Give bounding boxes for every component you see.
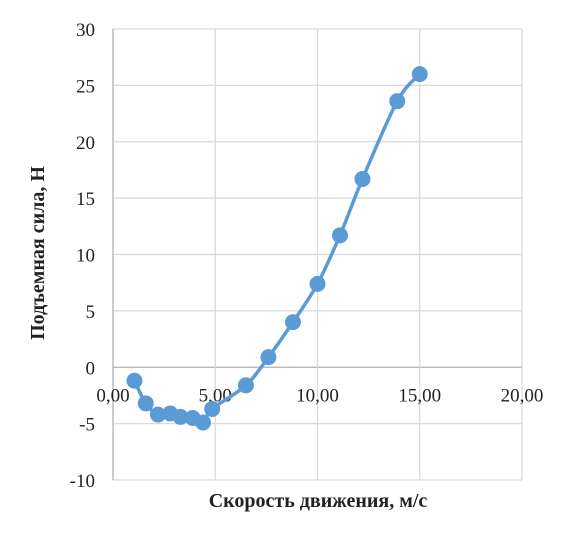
data-point — [204, 400, 221, 417]
y-tick-label: 30 — [76, 20, 95, 41]
data-point — [331, 227, 348, 244]
data-point — [126, 372, 143, 389]
y-axis-ticks: -10 -5 0 5 10 15 20 25 30 — [70, 20, 95, 492]
x-axis-title: Скорость движения, м/с — [209, 490, 428, 512]
y-tick-label: 0 — [86, 358, 96, 379]
gridlines — [112, 28, 523, 481]
data-point — [237, 377, 254, 394]
y-tick-label: 25 — [76, 76, 95, 97]
x-axis-ticks: 0,00 5,00 10,00 15,00 20,00 — [96, 385, 543, 406]
y-tick-label: 5 — [86, 302, 96, 323]
data-point — [137, 395, 154, 412]
data-point — [149, 406, 166, 423]
y-axis-title: Подъемная сила, Н — [27, 166, 49, 340]
x-tick-label: 20,00 — [501, 385, 544, 406]
data-point — [284, 314, 301, 331]
data-point — [389, 93, 406, 110]
y-tick-label: 20 — [76, 133, 95, 154]
data-point — [172, 408, 189, 425]
y-tick-label: 10 — [76, 246, 95, 267]
data-point — [354, 170, 371, 187]
y-tick-label: -5 — [79, 415, 95, 436]
x-tick-label: 15,00 — [398, 385, 441, 406]
data-point — [309, 275, 326, 292]
data-point — [411, 66, 428, 83]
y-tick-label: -10 — [70, 471, 95, 492]
series-line — [132, 72, 422, 425]
data-point — [260, 349, 277, 366]
series-group — [126, 66, 428, 431]
y-tick-label: 15 — [76, 189, 95, 210]
x-tick-label: 0,00 — [96, 385, 129, 406]
x-tick-label: 10,00 — [296, 385, 339, 406]
data-point — [194, 414, 211, 431]
